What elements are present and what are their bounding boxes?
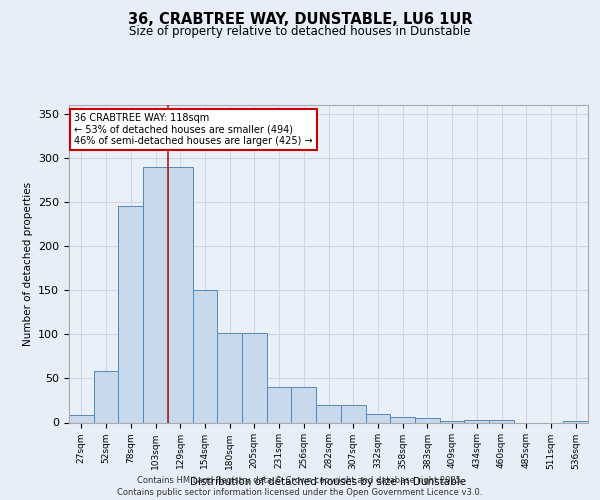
Bar <box>168 166 193 422</box>
Bar <box>217 332 242 422</box>
Bar <box>292 387 316 422</box>
Bar <box>267 387 292 422</box>
Bar <box>242 332 267 422</box>
Text: Contains public sector information licensed under the Open Government Licence v3: Contains public sector information licen… <box>118 488 482 497</box>
Bar <box>489 420 514 422</box>
Bar <box>415 418 440 422</box>
Bar <box>118 206 143 422</box>
Bar <box>365 414 390 422</box>
Y-axis label: Number of detached properties: Number of detached properties <box>23 182 32 346</box>
X-axis label: Distribution of detached houses by size in Dunstable: Distribution of detached houses by size … <box>190 477 467 487</box>
Text: Contains HM Land Registry data © Crown copyright and database right 2025.: Contains HM Land Registry data © Crown c… <box>137 476 463 485</box>
Bar <box>341 405 365 422</box>
Text: 36, CRABTREE WAY, DUNSTABLE, LU6 1UR: 36, CRABTREE WAY, DUNSTABLE, LU6 1UR <box>128 12 472 28</box>
Bar <box>69 416 94 422</box>
Bar <box>390 417 415 422</box>
Bar <box>143 166 168 422</box>
Bar <box>316 405 341 422</box>
Text: 36 CRABTREE WAY: 118sqm
← 53% of detached houses are smaller (494)
46% of semi-d: 36 CRABTREE WAY: 118sqm ← 53% of detache… <box>74 113 313 146</box>
Bar <box>94 372 118 422</box>
Bar <box>193 290 217 422</box>
Bar <box>563 420 588 422</box>
Text: Size of property relative to detached houses in Dunstable: Size of property relative to detached ho… <box>129 25 471 38</box>
Bar <box>440 420 464 422</box>
Bar <box>464 420 489 422</box>
